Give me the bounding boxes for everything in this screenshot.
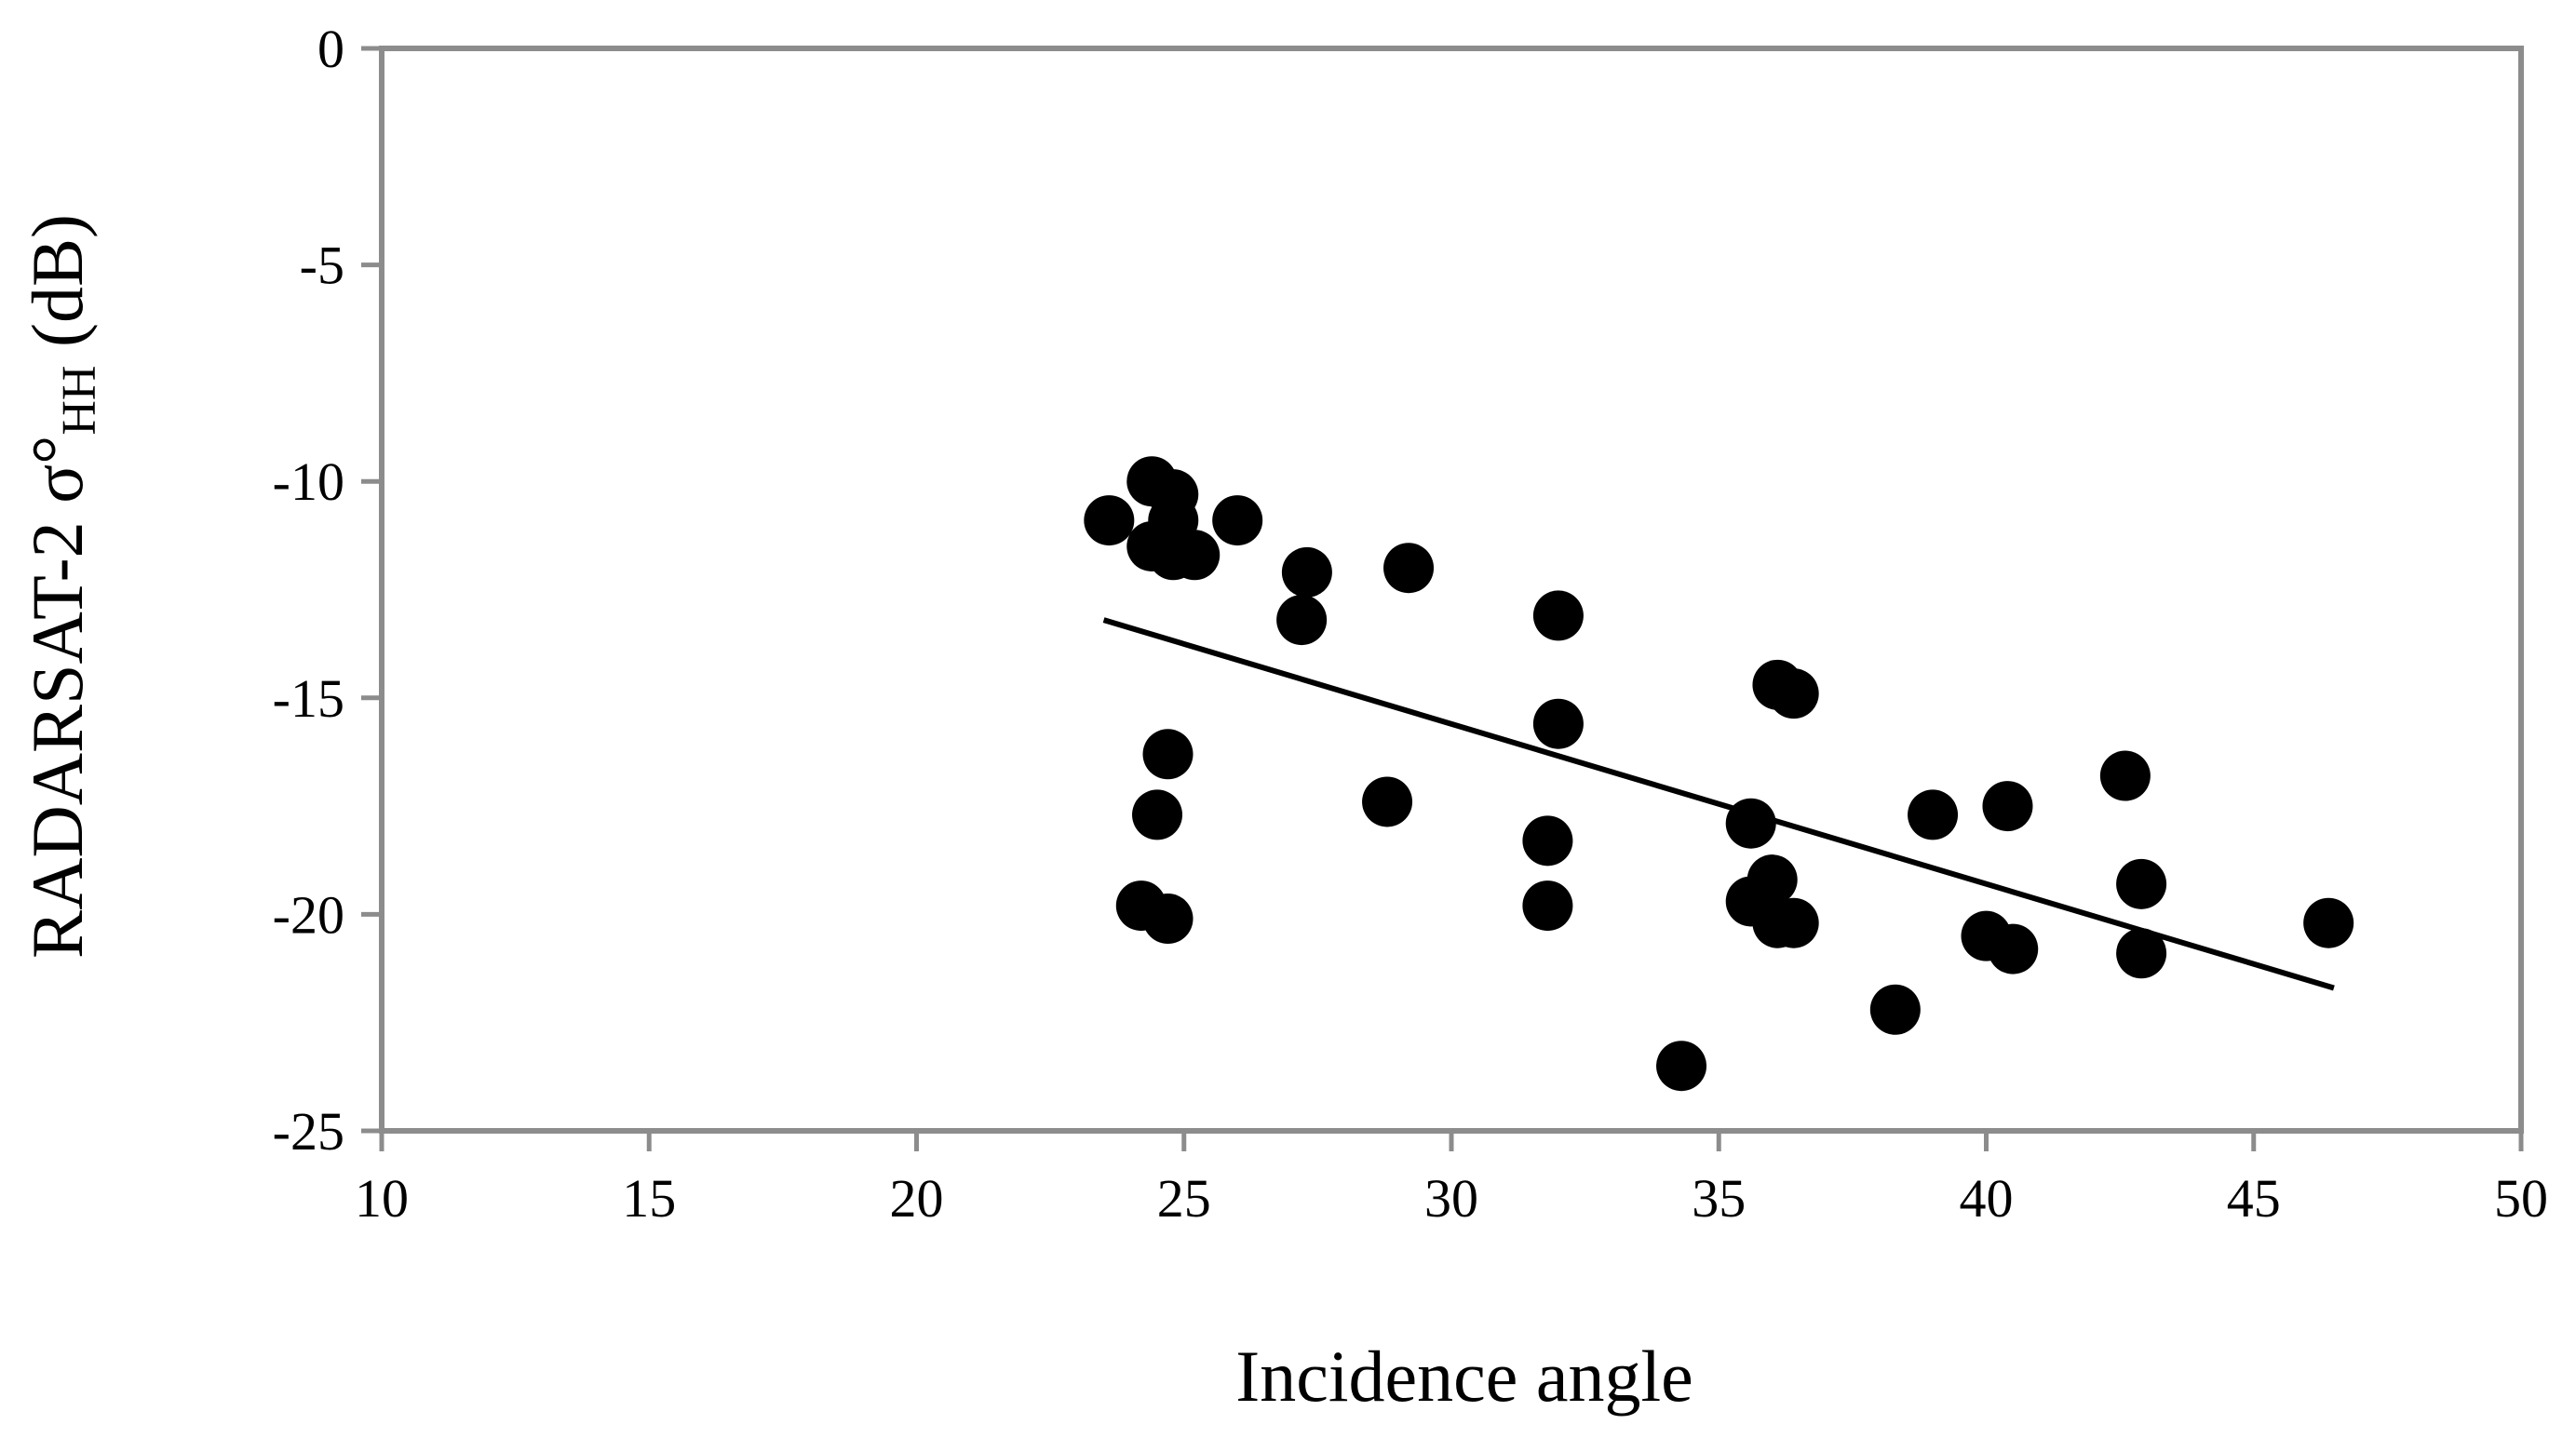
data-point [1725,798,1776,849]
data-point [1869,984,1921,1035]
x-tick-label: 30 [1424,1168,1478,1229]
x-tick-label: 10 [355,1168,409,1229]
data-point [1747,854,1798,906]
x-tick-label: 35 [1692,1168,1746,1229]
data-point [1169,530,1221,581]
x-tick-label: 15 [622,1168,676,1229]
data-point [1132,789,1183,840]
data-point [1276,595,1328,646]
data-point [1383,543,1435,594]
data-point [1532,590,1584,641]
data-point [1212,495,1263,546]
x-tick-label: 50 [2494,1168,2548,1229]
y-axis-title-subscript: HH [53,366,106,436]
y-tick-label: 0 [317,19,344,79]
trendline-layer [1102,617,2335,991]
x-axis-title: Incidence angle [1235,1336,1693,1417]
data-point [1281,546,1332,598]
x-tick-label: 20 [890,1168,944,1229]
data-point [2116,928,2167,979]
data-point [1768,668,1819,719]
y-axis-title-main: RADARSAT-2 σ° [17,436,98,959]
data-point [2116,858,2167,909]
data-point [1982,781,2033,832]
y-axis-title-suffix: (dB) [17,214,98,365]
points-layer [1084,456,2354,1092]
x-tick-label: 45 [2227,1168,2281,1229]
data-point [1908,789,1959,840]
data-point [2303,897,2354,948]
data-point [1522,880,1573,932]
x-tick-label: 25 [1157,1168,1211,1229]
data-point [1084,495,1135,546]
y-tick-label: -20 [273,884,344,945]
data-point [1656,1041,1707,1092]
y-tick-label: -10 [273,451,344,512]
trendline [1102,617,2335,991]
data-point [1142,894,1194,945]
data-point [1768,897,1819,948]
y-tick-label: -25 [273,1101,344,1162]
data-point [1988,923,2039,974]
ticks-layer: 10 15 20 25 30 35 40 45 50 0 -5 -10 -15 -20 -25 [273,19,2548,1229]
data-point [1532,698,1584,749]
y-axis-title: RADARSAT-2 σ°HH (dB) [17,214,106,959]
data-point [2099,750,2151,801]
y-tick-label: -15 [273,668,344,729]
axes-layer [379,46,2524,1134]
plot-frame [379,46,2524,1134]
data-point [1522,815,1573,867]
data-point [1142,729,1194,780]
x-tick-label: 40 [1960,1168,2014,1229]
y-tick-label: -5 [300,235,344,296]
data-point [1362,776,1413,827]
